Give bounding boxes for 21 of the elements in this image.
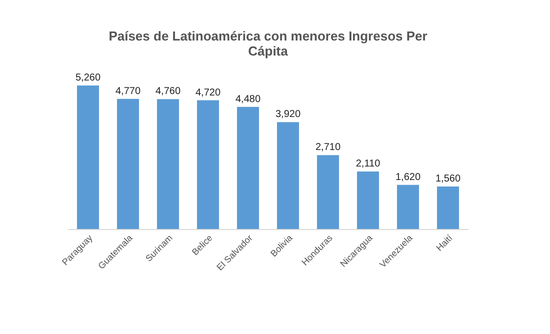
bar bbox=[197, 100, 219, 229]
data-label: 5,260 bbox=[75, 72, 101, 84]
bar bbox=[397, 184, 419, 229]
data-label: 4,720 bbox=[195, 87, 221, 98]
data-label: 2,110 bbox=[356, 158, 381, 170]
bar bbox=[437, 186, 459, 229]
data-label: 4,760 bbox=[155, 86, 181, 98]
data-label: 2,710 bbox=[315, 142, 341, 154]
bar bbox=[357, 171, 379, 229]
data-label: 4,480 bbox=[235, 94, 261, 105]
chart-title: Países de Latinoamérica con menores Ingresos Per Cápita bbox=[108, 28, 428, 59]
data-label: 1,560 bbox=[435, 173, 461, 184]
bar bbox=[77, 86, 99, 229]
data-label: 4,770 bbox=[115, 86, 141, 97]
bar bbox=[277, 122, 299, 229]
data-label: 3,920 bbox=[275, 109, 301, 120]
bar bbox=[317, 155, 339, 229]
bar bbox=[237, 106, 259, 229]
bar bbox=[157, 99, 179, 229]
bar bbox=[117, 98, 139, 229]
data-label: 1,620 bbox=[395, 172, 421, 183]
